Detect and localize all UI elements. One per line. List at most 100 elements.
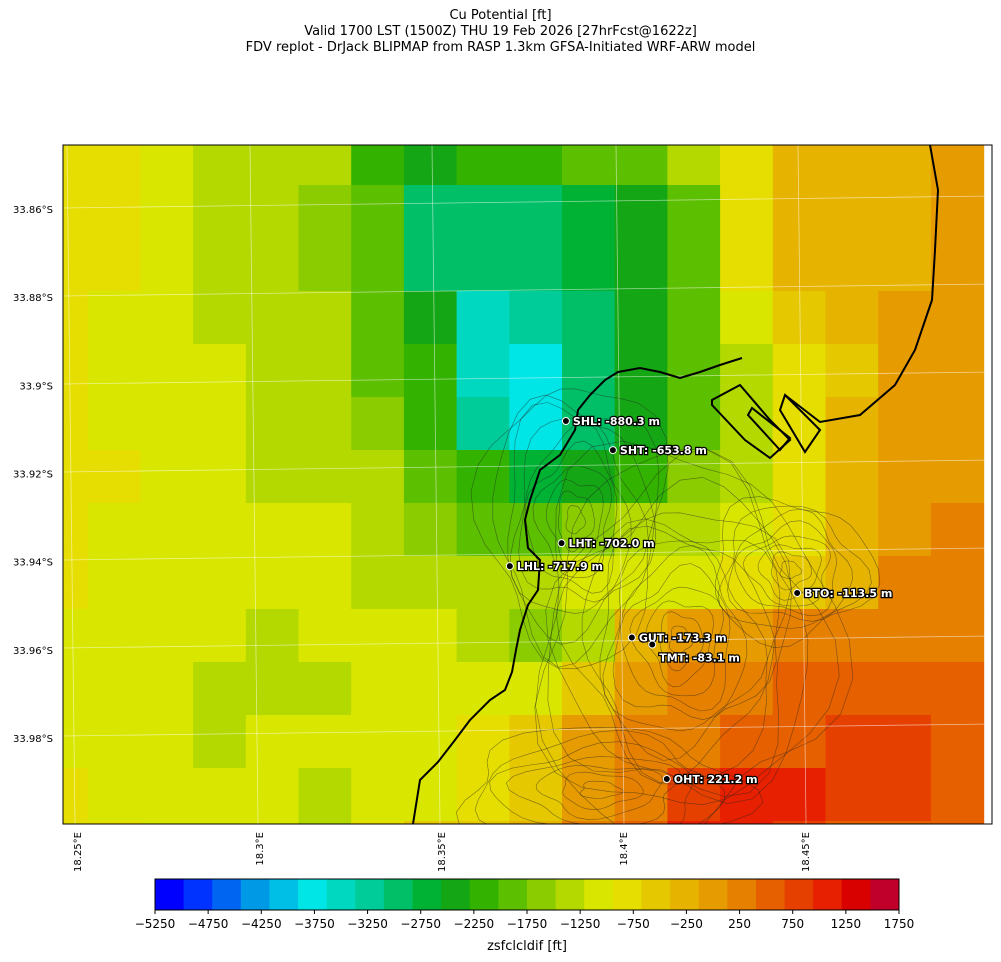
grid-cell <box>825 503 879 557</box>
colorbar-swatch <box>584 879 614 910</box>
grid-cell <box>772 344 827 398</box>
parallel-line <box>63 283 992 297</box>
lat-tick-label: 33.88°S <box>13 293 53 304</box>
colorbar-swatch <box>841 879 871 910</box>
station-label-bto: BTO: -113.5 m <box>804 587 892 600</box>
grid-cell <box>351 450 405 504</box>
colorbar-swatch <box>212 879 242 910</box>
grid-cell <box>772 821 827 824</box>
grid-cell <box>193 715 247 769</box>
colorbar-tick-label: 1750 <box>884 917 915 931</box>
grid-cell <box>456 238 510 292</box>
grid-cell <box>87 344 141 398</box>
grid-cell <box>667 344 721 398</box>
grid-cell <box>245 344 300 398</box>
grid-cell <box>193 768 247 822</box>
grid-cell <box>351 715 405 769</box>
grid-cell <box>772 662 827 716</box>
station-marker-lht[interactable] <box>557 539 566 548</box>
grid-cell <box>87 397 141 451</box>
grid-cell <box>562 503 616 557</box>
contour-line <box>579 780 624 799</box>
contour-line <box>547 448 809 805</box>
station-marker-gut[interactable] <box>627 633 636 642</box>
colorbar-tick-label: −1750 <box>507 917 548 931</box>
grid-cell <box>878 238 932 292</box>
colorbar-swatch <box>641 879 671 910</box>
grid-cell <box>87 145 141 186</box>
grid-cell <box>878 715 932 769</box>
grid-cell <box>193 185 247 239</box>
grid-cell <box>63 238 89 292</box>
station-marker-shl[interactable] <box>561 417 570 426</box>
grid-cell <box>298 768 352 822</box>
grid-cell <box>930 238 985 292</box>
parallel-line <box>63 195 992 209</box>
grid-cell <box>193 344 247 398</box>
station-marker-bto[interactable] <box>793 588 802 597</box>
contour-line <box>645 600 714 688</box>
colorbar-swatch <box>555 879 585 910</box>
contour-line <box>742 535 832 607</box>
grid-cell <box>140 450 194 504</box>
colorbar-label: zsfclcldif [ft] <box>487 939 567 954</box>
station-marker-tmt[interactable] <box>648 640 657 649</box>
grid-cell <box>878 503 932 557</box>
grid-cell <box>351 609 405 663</box>
grid-cell <box>720 821 774 824</box>
grid-cell <box>140 662 194 716</box>
grid-cell <box>63 291 89 345</box>
contour-line <box>506 756 682 824</box>
grid-cell <box>403 768 458 822</box>
colorbar-swatch <box>326 879 356 910</box>
grid-cell <box>87 715 141 769</box>
parallel-line <box>63 547 992 561</box>
colorbar-tick-label: −750 <box>617 917 650 931</box>
grid-cell <box>878 291 932 345</box>
lon-tick-label: 18.3°E <box>255 832 266 866</box>
grid-cell <box>193 503 247 557</box>
colorbar-swatch <box>612 879 642 910</box>
contour-line <box>565 505 586 535</box>
colorbar-tick-label: −2750 <box>400 917 441 931</box>
station-marker-lhl[interactable] <box>505 562 514 571</box>
colorbar-swatch <box>870 879 900 910</box>
contour-line <box>474 729 726 824</box>
station-marker-oht[interactable] <box>662 775 671 784</box>
grid-cell <box>245 609 300 663</box>
grid-cell <box>772 609 827 663</box>
grid-cell <box>245 145 300 186</box>
grid-cell <box>509 821 563 824</box>
grid-cell <box>63 503 89 557</box>
grid-cell <box>245 715 300 769</box>
grid-cell <box>562 291 616 345</box>
grid-cell <box>456 291 510 345</box>
station-label-gut: GUT: -173.3 m <box>639 631 727 644</box>
contour-line <box>545 477 793 797</box>
grid-cell <box>63 556 89 610</box>
grid-cell <box>562 145 616 186</box>
contour-line <box>757 544 822 601</box>
grid-cell <box>456 609 510 663</box>
grid-cell <box>193 662 247 716</box>
grid-cell <box>456 145 510 186</box>
colorbar-tick-label: −2250 <box>454 917 495 931</box>
grid-cell <box>456 397 510 451</box>
grid-cell <box>193 609 247 663</box>
grid-cell <box>562 662 616 716</box>
colorbar-swatch <box>498 879 528 910</box>
grid-cell <box>245 291 300 345</box>
contour-line <box>562 771 644 810</box>
grid-cell <box>298 609 352 663</box>
colorbar-swatch <box>670 879 700 910</box>
contour-line <box>534 448 840 806</box>
contour-line <box>620 563 731 712</box>
contour-line <box>535 440 854 824</box>
coastline-segment <box>784 145 940 424</box>
station-label-tmt: TMT: -83.1 m <box>659 652 740 665</box>
grid-cell <box>351 238 405 292</box>
contour-line <box>545 479 604 569</box>
grid-cell <box>614 145 668 186</box>
station-marker-sht[interactable] <box>608 446 617 455</box>
